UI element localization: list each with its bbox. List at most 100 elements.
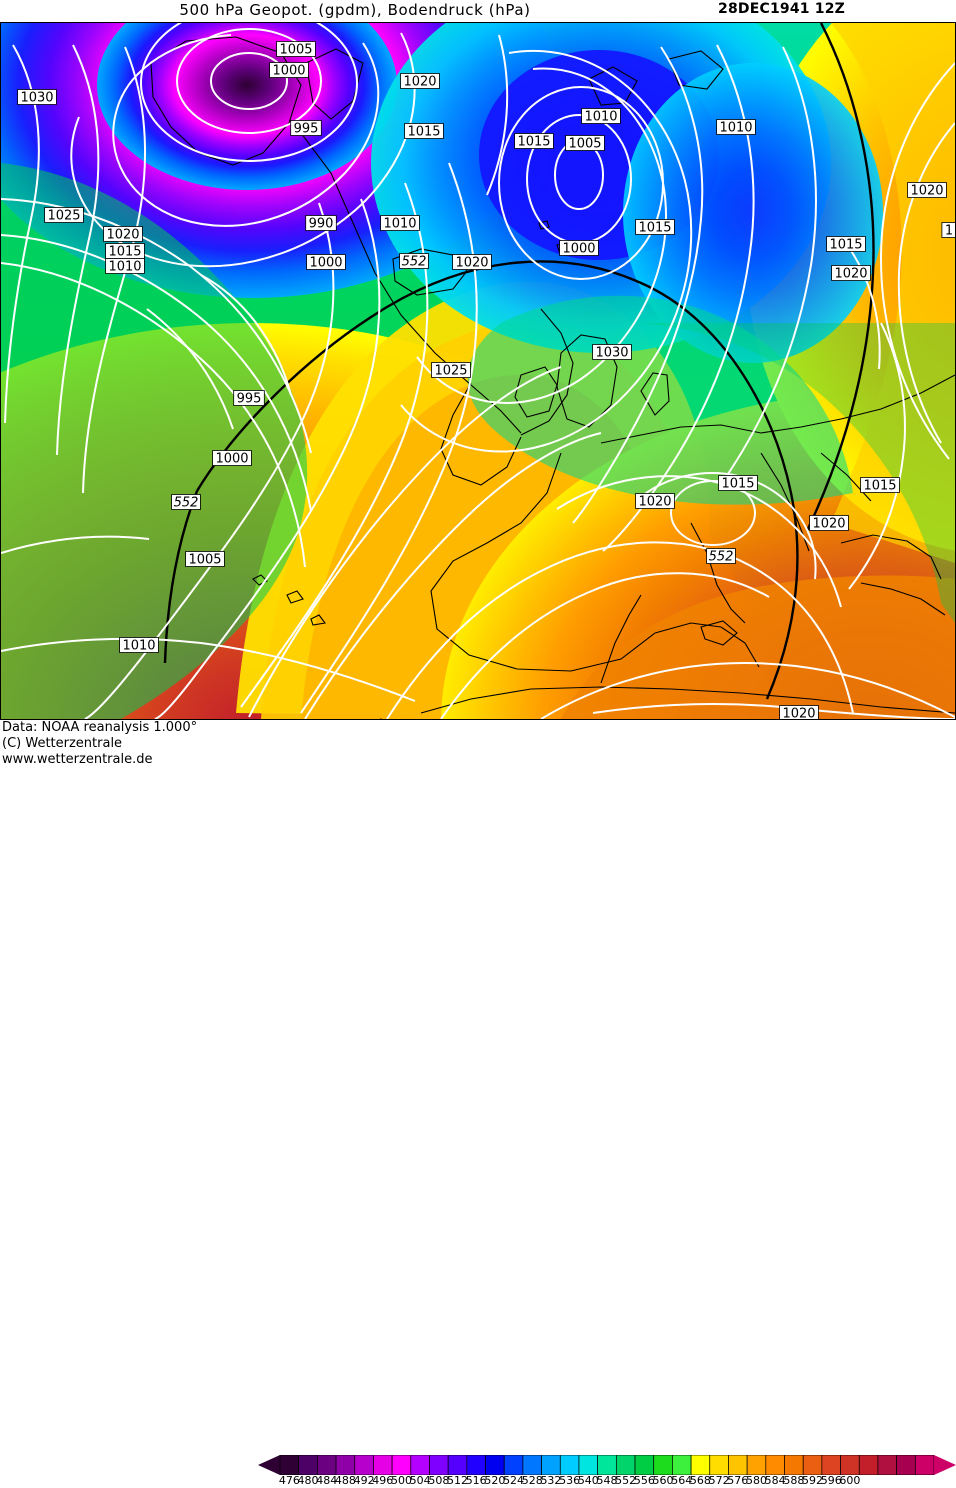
isobar-label: 1010	[581, 108, 621, 125]
colorbar-tick-label: 600	[839, 1474, 861, 1487]
colorbar-segment	[615, 1455, 636, 1475]
colorbar-segment	[466, 1455, 486, 1475]
svg-text:1010: 1010	[108, 260, 141, 275]
isobar-label: 1015	[514, 133, 554, 150]
svg-text:1015: 1015	[407, 125, 440, 140]
isobar-label: 1020	[809, 515, 849, 532]
colorbar-segment	[485, 1455, 505, 1475]
svg-text:1020: 1020	[106, 228, 139, 243]
isobar-label: 1020	[907, 182, 947, 199]
colorbar-segment	[821, 1455, 841, 1475]
colorbar-segment	[578, 1455, 599, 1475]
isobar-label: 1025	[44, 207, 84, 224]
colorbar-segment	[802, 1455, 823, 1475]
isobar-label: 1015	[826, 236, 866, 253]
isobar-label: 1000	[212, 450, 252, 467]
svg-text:1000: 1000	[272, 64, 305, 79]
svg-text:1020: 1020	[782, 707, 815, 720]
isobar-label: 1000	[306, 254, 346, 271]
colorbar-segment	[503, 1455, 524, 1475]
geopotential-labels: 552 552 552	[171, 253, 736, 565]
colorbar-segment	[429, 1455, 449, 1475]
isobar-label: 1020	[779, 705, 819, 720]
svg-text:1005: 1005	[568, 137, 601, 152]
svg-text:1015: 1015	[829, 238, 862, 253]
isobar-label: 1010	[105, 258, 145, 275]
colorbar-segment	[279, 1455, 300, 1475]
copyright-label: (C) Wetterzentrale	[2, 736, 123, 751]
svg-text:1010: 1010	[122, 639, 155, 654]
isobar-label: 1010	[380, 215, 420, 232]
colorbar-segment	[373, 1455, 393, 1475]
colorbar-segment	[634, 1455, 655, 1475]
svg-text:1030: 1030	[595, 346, 628, 361]
svg-text:1: 1	[945, 224, 953, 239]
svg-text:1010: 1010	[719, 121, 752, 136]
svg-text:1010: 1010	[584, 110, 617, 125]
colorbar-segment	[690, 1455, 711, 1475]
isobar-labels: 1030102510201015101010051000995990100010…	[17, 41, 955, 720]
colorbar-segment	[858, 1455, 879, 1475]
map-canvas[interactable]: 1030 1025 1020 1015 1010 1005 1000 995 990 1000 10…	[0, 22, 956, 720]
colorbar-segment	[877, 1455, 897, 1475]
isobar-label: 1015	[860, 477, 900, 494]
isobar-label: 1015	[635, 219, 675, 236]
svg-text:1015: 1015	[721, 477, 754, 492]
svg-text:1015: 1015	[863, 479, 896, 494]
isobar-label: 1020	[400, 73, 440, 90]
isobar-label: 1030	[592, 344, 632, 361]
svg-text:552: 552	[709, 550, 734, 565]
geopotential-552-contour	[163, 23, 875, 700]
isobar-label: 995	[290, 120, 322, 137]
colorbar-segment	[728, 1455, 748, 1475]
svg-text:1000: 1000	[215, 452, 248, 467]
isobar-label: 1015	[105, 243, 145, 260]
colorbar-segment	[597, 1455, 617, 1475]
colorbar-segment	[298, 1455, 318, 1475]
isobar-contours	[1, 23, 955, 719]
svg-text:1010: 1010	[383, 217, 416, 232]
geopotential-label: 552	[171, 494, 201, 511]
colorbar-left-arrow	[258, 1455, 280, 1475]
isobar-label: 1020	[635, 493, 675, 510]
geopotential-label: 552	[706, 548, 736, 565]
colorbar-segment	[896, 1455, 916, 1475]
valid-date-label: 28DEC1941 12Z	[718, 1, 846, 17]
colorbar[interactable]	[258, 1455, 956, 1475]
isobar-label: 990	[305, 215, 337, 232]
data-source-label: Data: NOAA reanalysis 1.000°	[2, 720, 198, 735]
svg-text:1015: 1015	[517, 135, 550, 150]
svg-text:995: 995	[237, 392, 262, 407]
svg-text:1020: 1020	[910, 184, 943, 199]
colorbar-segment	[391, 1455, 412, 1475]
isobar-label: 1010	[119, 637, 159, 654]
isobar-label: 1005	[185, 551, 225, 568]
svg-text:1020: 1020	[638, 495, 671, 510]
svg-text:1005: 1005	[279, 43, 312, 58]
svg-text:1020: 1020	[812, 517, 845, 532]
colorbar-segment	[447, 1455, 468, 1475]
svg-text:1020: 1020	[403, 75, 436, 90]
isobar-label: 1010	[716, 119, 756, 136]
svg-text:1025: 1025	[47, 209, 80, 224]
geopotential-label: 552	[399, 253, 429, 270]
svg-text:1025: 1025	[434, 364, 467, 379]
colorbar-segment	[335, 1455, 356, 1475]
colorbar-segment	[914, 1455, 935, 1475]
svg-text:552: 552	[174, 496, 199, 511]
colorbar-segment	[765, 1455, 785, 1475]
svg-text:990: 990	[309, 217, 334, 232]
isobar-label: 1020	[452, 254, 492, 271]
colorbar-segment	[784, 1455, 804, 1475]
colorbar-segment	[653, 1455, 673, 1475]
colorbar-segment	[559, 1455, 580, 1475]
svg-text:1000: 1000	[309, 256, 342, 271]
website-label: www.wetterzentrale.de	[2, 752, 153, 767]
colorbar-right-arrow	[934, 1455, 956, 1475]
isobar-label: 1005	[276, 41, 316, 58]
colorbar-segment	[410, 1455, 430, 1475]
isobar-label: 1015	[718, 475, 758, 492]
svg-text:995: 995	[294, 122, 319, 137]
svg-text:552: 552	[402, 255, 427, 270]
